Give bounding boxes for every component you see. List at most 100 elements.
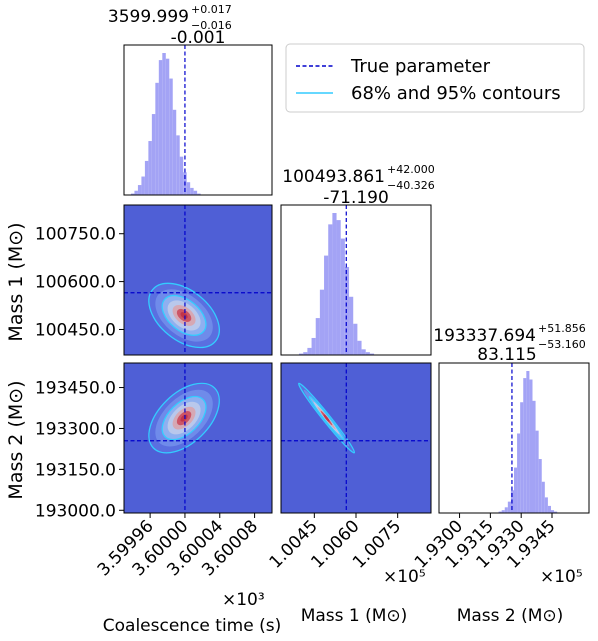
- joint-time-mass2-panel: [124, 363, 272, 513]
- hist-bar: [520, 402, 524, 513]
- marginal-coalescence-time-panel: [130, 45, 201, 196]
- offset-mass-1: ×10⁵: [383, 567, 426, 587]
- hist-bar: [324, 255, 329, 355]
- xlabel-mass-1: Mass 1 (M⊙): [301, 606, 408, 626]
- panel-frame: [438, 362, 590, 514]
- title-median: 83.115: [477, 345, 536, 365]
- hist-bar: [526, 371, 530, 513]
- density-level: [180, 312, 188, 319]
- hist-bar: [134, 190, 138, 195]
- legend-box: [285, 43, 585, 113]
- hist-bar: [332, 213, 337, 355]
- hist-bar: [344, 266, 350, 355]
- y-tick-label: 193000.0: [35, 501, 116, 521]
- hist-bar: [365, 352, 370, 355]
- ylabel-mass-1: Mass 1 (M⊙): [5, 222, 27, 341]
- panel-frame: [123, 362, 273, 514]
- joint-time-mass1-panel: [124, 205, 272, 355]
- legend-entry-truth: True parameter: [350, 56, 491, 77]
- panel-frames: [123, 44, 590, 514]
- hist-bar: [532, 400, 536, 513]
- hist-bar: [357, 340, 362, 355]
- ylabel-mass-2: Mass 2 (M⊙): [5, 380, 27, 499]
- hist-bar: [507, 501, 511, 513]
- hist-bar: [535, 430, 539, 513]
- hist-bar: [504, 507, 508, 513]
- legend: True parameter 68% and 95% contours: [285, 43, 585, 113]
- hist-bar: [529, 379, 533, 513]
- hist-bar: [523, 378, 527, 513]
- hist-bar: [137, 185, 142, 195]
- hist-bar: [307, 347, 312, 355]
- hist-bar: [349, 296, 354, 355]
- density-level: [180, 414, 188, 422]
- title-main: 3599.999: [108, 7, 189, 27]
- hist-bar: [361, 349, 366, 355]
- xlabel-coalescence-time: Coalescence time (s): [103, 616, 281, 636]
- hist-bar: [547, 505, 551, 513]
- hist-bar: [514, 467, 518, 513]
- hist-bar: [311, 337, 316, 355]
- hist-bar: [303, 352, 308, 355]
- hist-bar: [130, 193, 135, 195]
- hist-bar: [169, 78, 173, 195]
- hist-bar: [158, 60, 163, 195]
- density-level: [323, 414, 330, 422]
- y-tick-label: 193300.0: [35, 419, 116, 439]
- xlabel-mass-2: Mass 2 (M⊙): [457, 606, 564, 626]
- panel-frame: [123, 204, 273, 356]
- legend-entry-contours: 68% and 95% contours: [351, 83, 561, 104]
- hist-bar: [155, 82, 159, 195]
- hist-bar: [193, 190, 198, 195]
- y-tick-label: 100750.0: [35, 225, 116, 245]
- hist-bar: [141, 176, 145, 195]
- hist-bar: [186, 182, 191, 195]
- title-main: 193337.694: [433, 326, 536, 346]
- hist-bar: [151, 114, 156, 195]
- title-sub: −53.160: [538, 338, 586, 351]
- title-mass-1: 100493.861 +42.000 −40.326 -71.190: [282, 163, 434, 208]
- title-coalescence-time: 3599.999 +0.017 −0.016 -0.001: [108, 3, 232, 48]
- hist-bar: [544, 497, 548, 513]
- panel-frame: [123, 44, 273, 196]
- hist-bar: [190, 187, 194, 195]
- contour-line: [148, 382, 220, 454]
- hist-bar: [299, 353, 304, 355]
- contour-line: [161, 294, 207, 336]
- offset-mass-2: ×10⁵: [540, 567, 583, 587]
- title-sub: −0.016: [191, 19, 232, 32]
- contour-line: [161, 395, 207, 441]
- joint-mass1-mass2-panel: [281, 363, 431, 513]
- title-sub: −40.326: [387, 179, 435, 192]
- contour-line: [148, 282, 220, 349]
- title-mass-2: 193337.694 +51.856 −53.160 83.115: [433, 322, 585, 365]
- y-tick-label: 100600.0: [35, 273, 116, 293]
- y-tick-label: 100450.0: [35, 320, 116, 340]
- hist-bar: [340, 238, 345, 355]
- hist-bar: [538, 459, 542, 513]
- title-median: -71.190: [323, 188, 389, 208]
- hist-bar: [501, 510, 505, 513]
- title-sup: +51.856: [538, 322, 586, 335]
- hist-bar: [315, 318, 320, 355]
- contour-line: [308, 395, 345, 441]
- hist-bar: [353, 323, 358, 355]
- hist-bar: [328, 224, 333, 355]
- hist-bar: [319, 289, 325, 355]
- hist-bar: [554, 511, 558, 513]
- hist-bar: [162, 53, 166, 195]
- hist-bar: [179, 156, 184, 195]
- hist-bar: [176, 135, 180, 195]
- hist-bar: [550, 510, 555, 513]
- hist-bar: [148, 141, 152, 195]
- offset-time: ×10³: [222, 590, 265, 610]
- title-sup: +42.000: [387, 163, 435, 176]
- title-sup: +0.017: [191, 3, 232, 16]
- hist-bar: [541, 481, 545, 513]
- hist-bar: [336, 220, 341, 355]
- hist-bar: [165, 58, 170, 196]
- hist-bar: [197, 193, 201, 195]
- y-tick-label: 193150.0: [35, 460, 116, 480]
- marginal-mass-1-panel: [299, 205, 375, 355]
